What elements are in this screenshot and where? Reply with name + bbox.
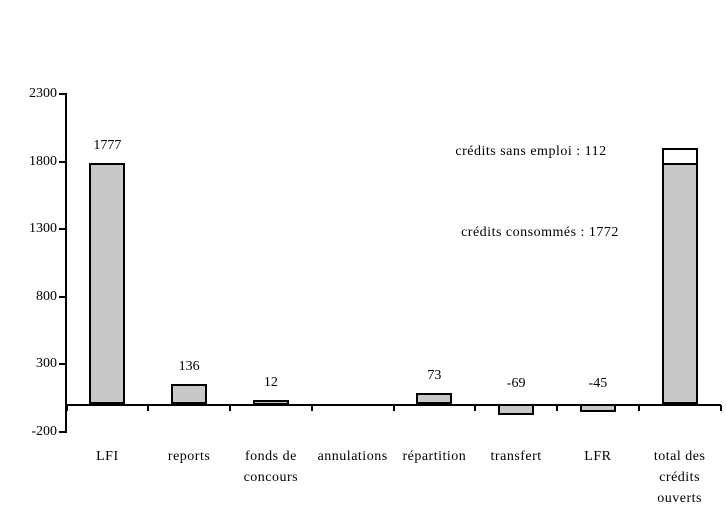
y-tick	[59, 430, 65, 433]
category-label-répartition: répartition	[402, 449, 467, 464]
annotation-credits-consommes: crédits consommés : 1772	[461, 225, 619, 240]
bar-fonds-de-concours	[252, 399, 289, 405]
x-tick	[474, 404, 477, 411]
category-label-total-des-crédits-ouverts: total des crédits ouverts	[653, 449, 706, 506]
x-tick	[719, 404, 722, 411]
y-axis-line	[65, 93, 67, 433]
category-label-annulations: annulations	[317, 449, 388, 464]
x-tick	[310, 404, 313, 411]
bar-reports	[171, 384, 208, 405]
x-tick	[229, 404, 231, 411]
bar-value-label: -69	[506, 375, 526, 391]
bar-value-label: 1777	[93, 137, 122, 153]
bar-transfert	[498, 403, 535, 415]
bar-value-label: -45	[588, 375, 608, 391]
x-tick	[556, 404, 558, 411]
y-tick-label: -200	[31, 423, 57, 439]
category-label-transfert: transfert	[490, 449, 542, 464]
y-tick-label: 2300	[29, 86, 57, 101]
x-tick	[637, 404, 640, 411]
bar-value-label: 136	[178, 359, 200, 375]
x-tick	[392, 404, 395, 411]
y-tick-label: 1800	[29, 153, 57, 169]
x-tick	[147, 404, 150, 411]
bar-lfi	[89, 162, 126, 405]
bar-value-label: 73	[427, 367, 442, 383]
category-label-lfr: LFR	[584, 449, 612, 464]
bar-segment-credits-consommes	[661, 163, 698, 405]
y-tick	[59, 160, 65, 163]
category-label-lfi: LFI	[96, 449, 119, 464]
y-tick	[59, 93, 65, 95]
y-tick	[59, 363, 65, 365]
y-tick-label: 1300	[29, 221, 57, 236]
category-label-reports: reports	[167, 449, 211, 464]
bar-lfr	[579, 403, 616, 412]
y-tick	[59, 228, 65, 230]
y-tick-label: 300	[36, 356, 57, 371]
bar-value-label: 12	[263, 374, 278, 390]
x-tick	[65, 404, 68, 411]
annotation-credits-sans-emploi: crédits sans emploi : 112	[455, 144, 607, 159]
y-tick-label: 800	[36, 288, 57, 304]
bar-répartition	[416, 392, 453, 405]
y-tick	[59, 295, 65, 298]
category-label-fonds-de-concours: fonds de concours	[243, 449, 299, 485]
